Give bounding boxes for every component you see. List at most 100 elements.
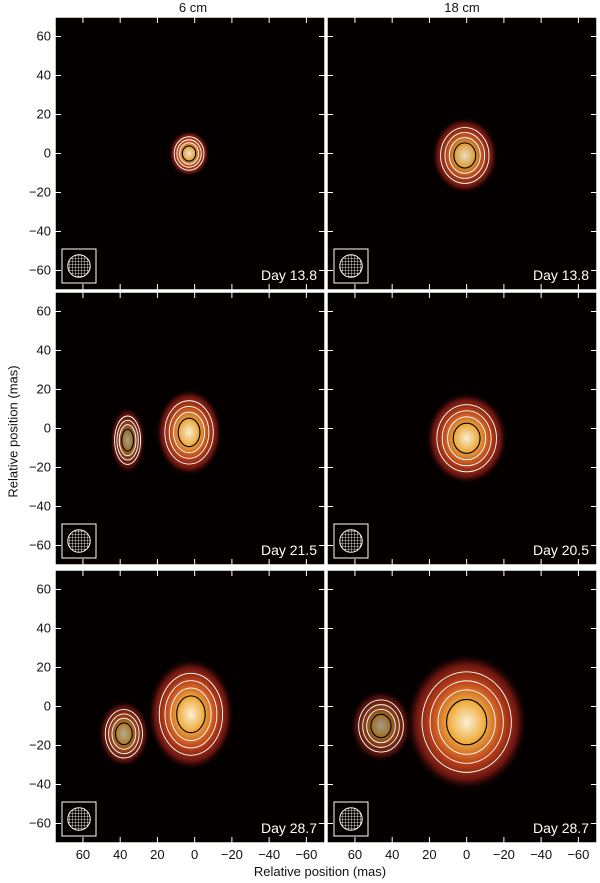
epoch-label: Day 13.8 [533,267,589,283]
column-title-18cm: 18 cm [444,0,480,15]
y-tick-label: −20 [29,460,51,475]
contour-line [453,142,477,169]
emission-blob [168,130,210,177]
x-tick-label: −20 [493,847,515,862]
y-tick-label: 60 [37,29,51,44]
y-tick-label: 60 [37,304,51,319]
epoch-label: Day 13.8 [261,267,317,283]
y-tick-label: 40 [37,68,51,83]
contour-line [173,136,205,171]
emission-blob [426,393,507,484]
emission-blob [350,690,412,762]
contour-line [441,410,492,467]
contour-line [429,680,504,764]
x-tick-label: 0 [463,847,470,862]
y-tick-label: −40 [29,224,51,239]
contour-line [111,717,137,750]
emission-blob [98,701,150,767]
contour-line [177,417,201,448]
beam-box [333,523,369,559]
x-tick-label: −60 [567,847,589,862]
beam-ellipse [67,807,91,831]
x-tick-label: −60 [295,847,317,862]
beam-box [333,248,369,284]
contour-line [447,416,487,461]
contour-line [158,672,224,756]
y-tick-label: 0 [44,421,51,436]
contour-line [444,132,486,179]
y-tick-label: 20 [37,660,51,675]
contour-line [164,680,218,749]
x-tick-label: 20 [150,847,164,862]
contour-line [108,713,140,755]
beam-box [61,801,97,837]
beam-box [61,248,97,284]
y-tick-label: 40 [37,621,51,636]
epoch-label: Day 28.7 [261,820,317,836]
beam-ellipse [67,254,91,278]
contour-line [370,713,392,739]
contour-line [181,145,197,162]
y-tick-label: 0 [44,146,51,161]
x-tick-label: 60 [76,847,90,862]
beam-ellipse [339,254,363,278]
beam-box [61,523,97,559]
contour-line [366,708,396,744]
contour-line [121,428,135,452]
y-tick-label: 20 [37,107,51,122]
contour-line [436,404,497,473]
epoch-label: Day 28.7 [533,820,589,836]
map-panel-6cm-28.7: Day 28.7 [54,569,326,844]
contour-line [164,400,214,465]
y-tick-label: 0 [44,699,51,714]
contour-line [118,424,137,457]
x-tick-label: 0 [191,847,198,862]
contour-line [173,411,206,454]
contour-line [176,139,202,168]
y-tick-label: 40 [37,343,51,358]
y-tick-label: −40 [29,499,51,514]
epoch-label: Day 20.5 [533,542,589,558]
beam-ellipse [339,529,363,553]
y-tick-label: −60 [29,263,51,278]
x-tick-label: 40 [113,847,127,862]
contour-line [358,699,404,753]
contour-line [448,137,481,174]
y-tick-label: 20 [37,382,51,397]
beam-ellipse [67,529,91,553]
epoch-label: Day 21.5 [261,542,317,558]
emission-blob [156,389,222,476]
contour-line [452,422,481,454]
contour-line [168,405,210,459]
contour-line [362,704,400,748]
contour-line [116,419,139,461]
y-tick-label: 60 [37,582,51,597]
x-tick-label: 40 [385,847,399,862]
x-tick-label: −40 [258,847,280,862]
map-panel-18cm-20.5: Day 20.5 [326,291,598,566]
x-tick-label: −20 [221,847,243,862]
y-tick-label: −40 [29,777,51,792]
y-tick-label: −60 [29,816,51,831]
contour-line [437,689,496,755]
y-tick-label: −20 [29,738,51,753]
x-tick-label: 20 [422,847,436,862]
beam-box [333,801,369,837]
contour-line [179,142,200,165]
contour-line [104,709,143,759]
beam-ellipse [339,807,363,831]
x-tick-label: 60 [348,847,362,862]
map-panel-6cm-21.5: Day 21.5 [54,291,326,566]
contour-line [114,722,133,746]
column-title-6cm: 6 cm [178,0,208,15]
contour-line [445,698,488,746]
y-tick-label: −20 [29,185,51,200]
x-axis-label: Relative position (mas) [253,864,387,879]
contour-line [170,687,212,741]
emission-blob [110,407,146,473]
map-panel-18cm-13.8: Day 13.8 [326,16,598,291]
x-tick-label: −40 [530,847,552,862]
emission-blob [406,654,527,790]
